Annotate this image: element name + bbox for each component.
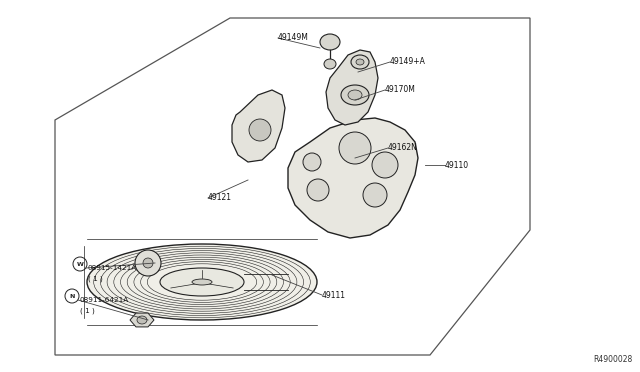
Text: 49149+A: 49149+A (390, 58, 426, 67)
Text: ( 1 ): ( 1 ) (88, 276, 103, 282)
Ellipse shape (160, 268, 244, 296)
Ellipse shape (351, 55, 369, 69)
Ellipse shape (348, 90, 362, 100)
Ellipse shape (341, 85, 369, 105)
Polygon shape (288, 118, 418, 238)
Polygon shape (130, 313, 154, 327)
Ellipse shape (249, 119, 271, 141)
Polygon shape (232, 90, 285, 162)
Polygon shape (326, 50, 378, 125)
Ellipse shape (87, 244, 317, 320)
Text: 49111: 49111 (322, 291, 346, 299)
Text: 08911-6421A: 08911-6421A (80, 297, 129, 303)
Ellipse shape (324, 59, 336, 69)
Text: 49121: 49121 (208, 193, 232, 202)
Text: R4900028: R4900028 (593, 355, 632, 364)
Ellipse shape (135, 250, 161, 276)
Ellipse shape (339, 132, 371, 164)
Text: 49149M: 49149M (278, 33, 309, 42)
Ellipse shape (143, 258, 153, 268)
Ellipse shape (356, 59, 364, 65)
Text: W: W (77, 262, 83, 266)
Ellipse shape (137, 316, 147, 324)
Ellipse shape (192, 279, 212, 285)
Ellipse shape (303, 153, 321, 171)
Text: ( 1 ): ( 1 ) (80, 308, 95, 314)
Text: N: N (69, 294, 75, 298)
Ellipse shape (372, 152, 398, 178)
Text: 49170M: 49170M (385, 86, 416, 94)
Text: 49110: 49110 (445, 160, 469, 170)
Ellipse shape (363, 183, 387, 207)
Ellipse shape (307, 179, 329, 201)
Text: 49162N: 49162N (388, 144, 418, 153)
Text: 08915-1421A: 08915-1421A (88, 265, 137, 271)
Ellipse shape (320, 34, 340, 50)
